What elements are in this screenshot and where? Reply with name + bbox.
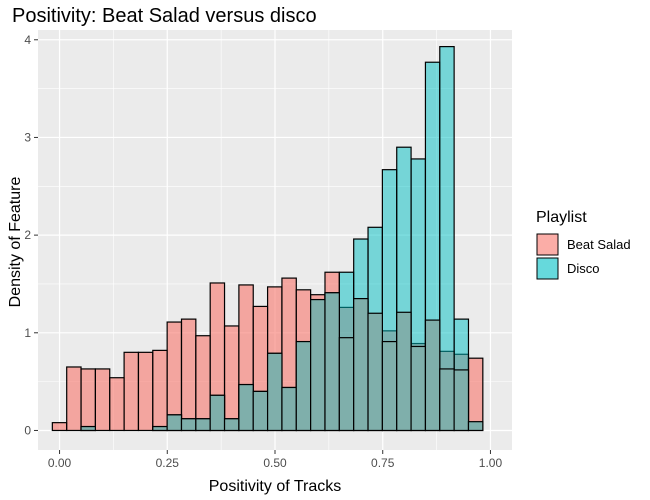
- chart-title: Positivity: Beat Salad versus disco: [12, 5, 317, 27]
- bar-overlap: [338, 337, 355, 432]
- legend-title: Playlist: [536, 209, 587, 226]
- bar-overlap: [166, 414, 183, 432]
- legend-item-beat-salad: Beat Salad: [536, 233, 631, 256]
- x-axis-title: Positivity of Tracks: [209, 478, 341, 495]
- bar-overlap: [238, 383, 254, 432]
- x-axis-ticks: 0.00 0.25 0.50 0.75 1.00: [48, 450, 503, 470]
- x-tick-label: 0.50: [263, 456, 287, 470]
- legend-label-beat-salad: Beat Salad: [567, 237, 631, 252]
- bar-overlap: [281, 386, 297, 432]
- bar-beat-salad: [223, 325, 240, 432]
- bar-overlap: [80, 425, 96, 432]
- bar-beat-salad: [80, 368, 96, 432]
- bar-overlap: [209, 394, 226, 432]
- bar-overlap: [396, 311, 412, 432]
- bar-overlap: [467, 421, 484, 432]
- bar-beat-salad: [123, 351, 140, 432]
- bar-beat-salad: [166, 321, 183, 432]
- bar-overlap: [310, 298, 326, 432]
- y-tick-label: 1: [24, 326, 31, 340]
- x-tick-label: 1.00: [479, 456, 503, 470]
- y-tick-label: 4: [24, 33, 31, 47]
- bar-beat-salad: [109, 377, 125, 432]
- legend-label-disco: Disco: [567, 261, 600, 276]
- legend-swatch-beat-salad: [536, 233, 559, 256]
- x-tick-label: 0.25: [156, 456, 180, 470]
- bar-overlap: [381, 340, 398, 432]
- bars: [51, 46, 484, 432]
- bar-beat-salad: [152, 349, 168, 432]
- bar-overlap: [152, 425, 168, 432]
- bar-beat-salad: [137, 351, 154, 432]
- bar-overlap: [324, 292, 340, 432]
- bar-overlap: [195, 418, 211, 432]
- bar-beat-salad: [467, 357, 484, 432]
- bar-beat-salad: [180, 318, 197, 432]
- bar-overlap: [295, 340, 312, 432]
- y-tick-label: 0: [24, 423, 31, 437]
- bar-beat-salad: [195, 335, 211, 432]
- bar-overlap: [410, 345, 427, 432]
- bar-overlap: [424, 319, 441, 432]
- legend-swatch-disco: [536, 257, 559, 280]
- bar-overlap: [266, 352, 283, 432]
- bar-overlap: [453, 369, 470, 432]
- legend-item-disco: Disco: [536, 257, 600, 280]
- legend: Playlist Beat Salad Disco: [536, 209, 631, 280]
- x-tick-label: 0.00: [48, 456, 72, 470]
- y-axis-title: Density of Feature: [7, 177, 24, 308]
- bar-overlap: [252, 390, 269, 432]
- bar-overlap: [180, 418, 197, 432]
- bar-beat-salad: [66, 366, 82, 432]
- bar-overlap: [439, 368, 455, 432]
- y-tick-label: 2: [24, 228, 31, 242]
- bar-overlap: [367, 312, 383, 432]
- y-axis-ticks: 0 1 2 3 4: [24, 33, 38, 437]
- bar-beat-salad: [94, 368, 111, 432]
- bar-beat-salad: [51, 422, 68, 432]
- y-tick-label: 3: [24, 130, 31, 144]
- bar-overlap: [223, 418, 240, 432]
- x-tick-label: 0.75: [371, 456, 395, 470]
- bar-overlap: [353, 298, 369, 432]
